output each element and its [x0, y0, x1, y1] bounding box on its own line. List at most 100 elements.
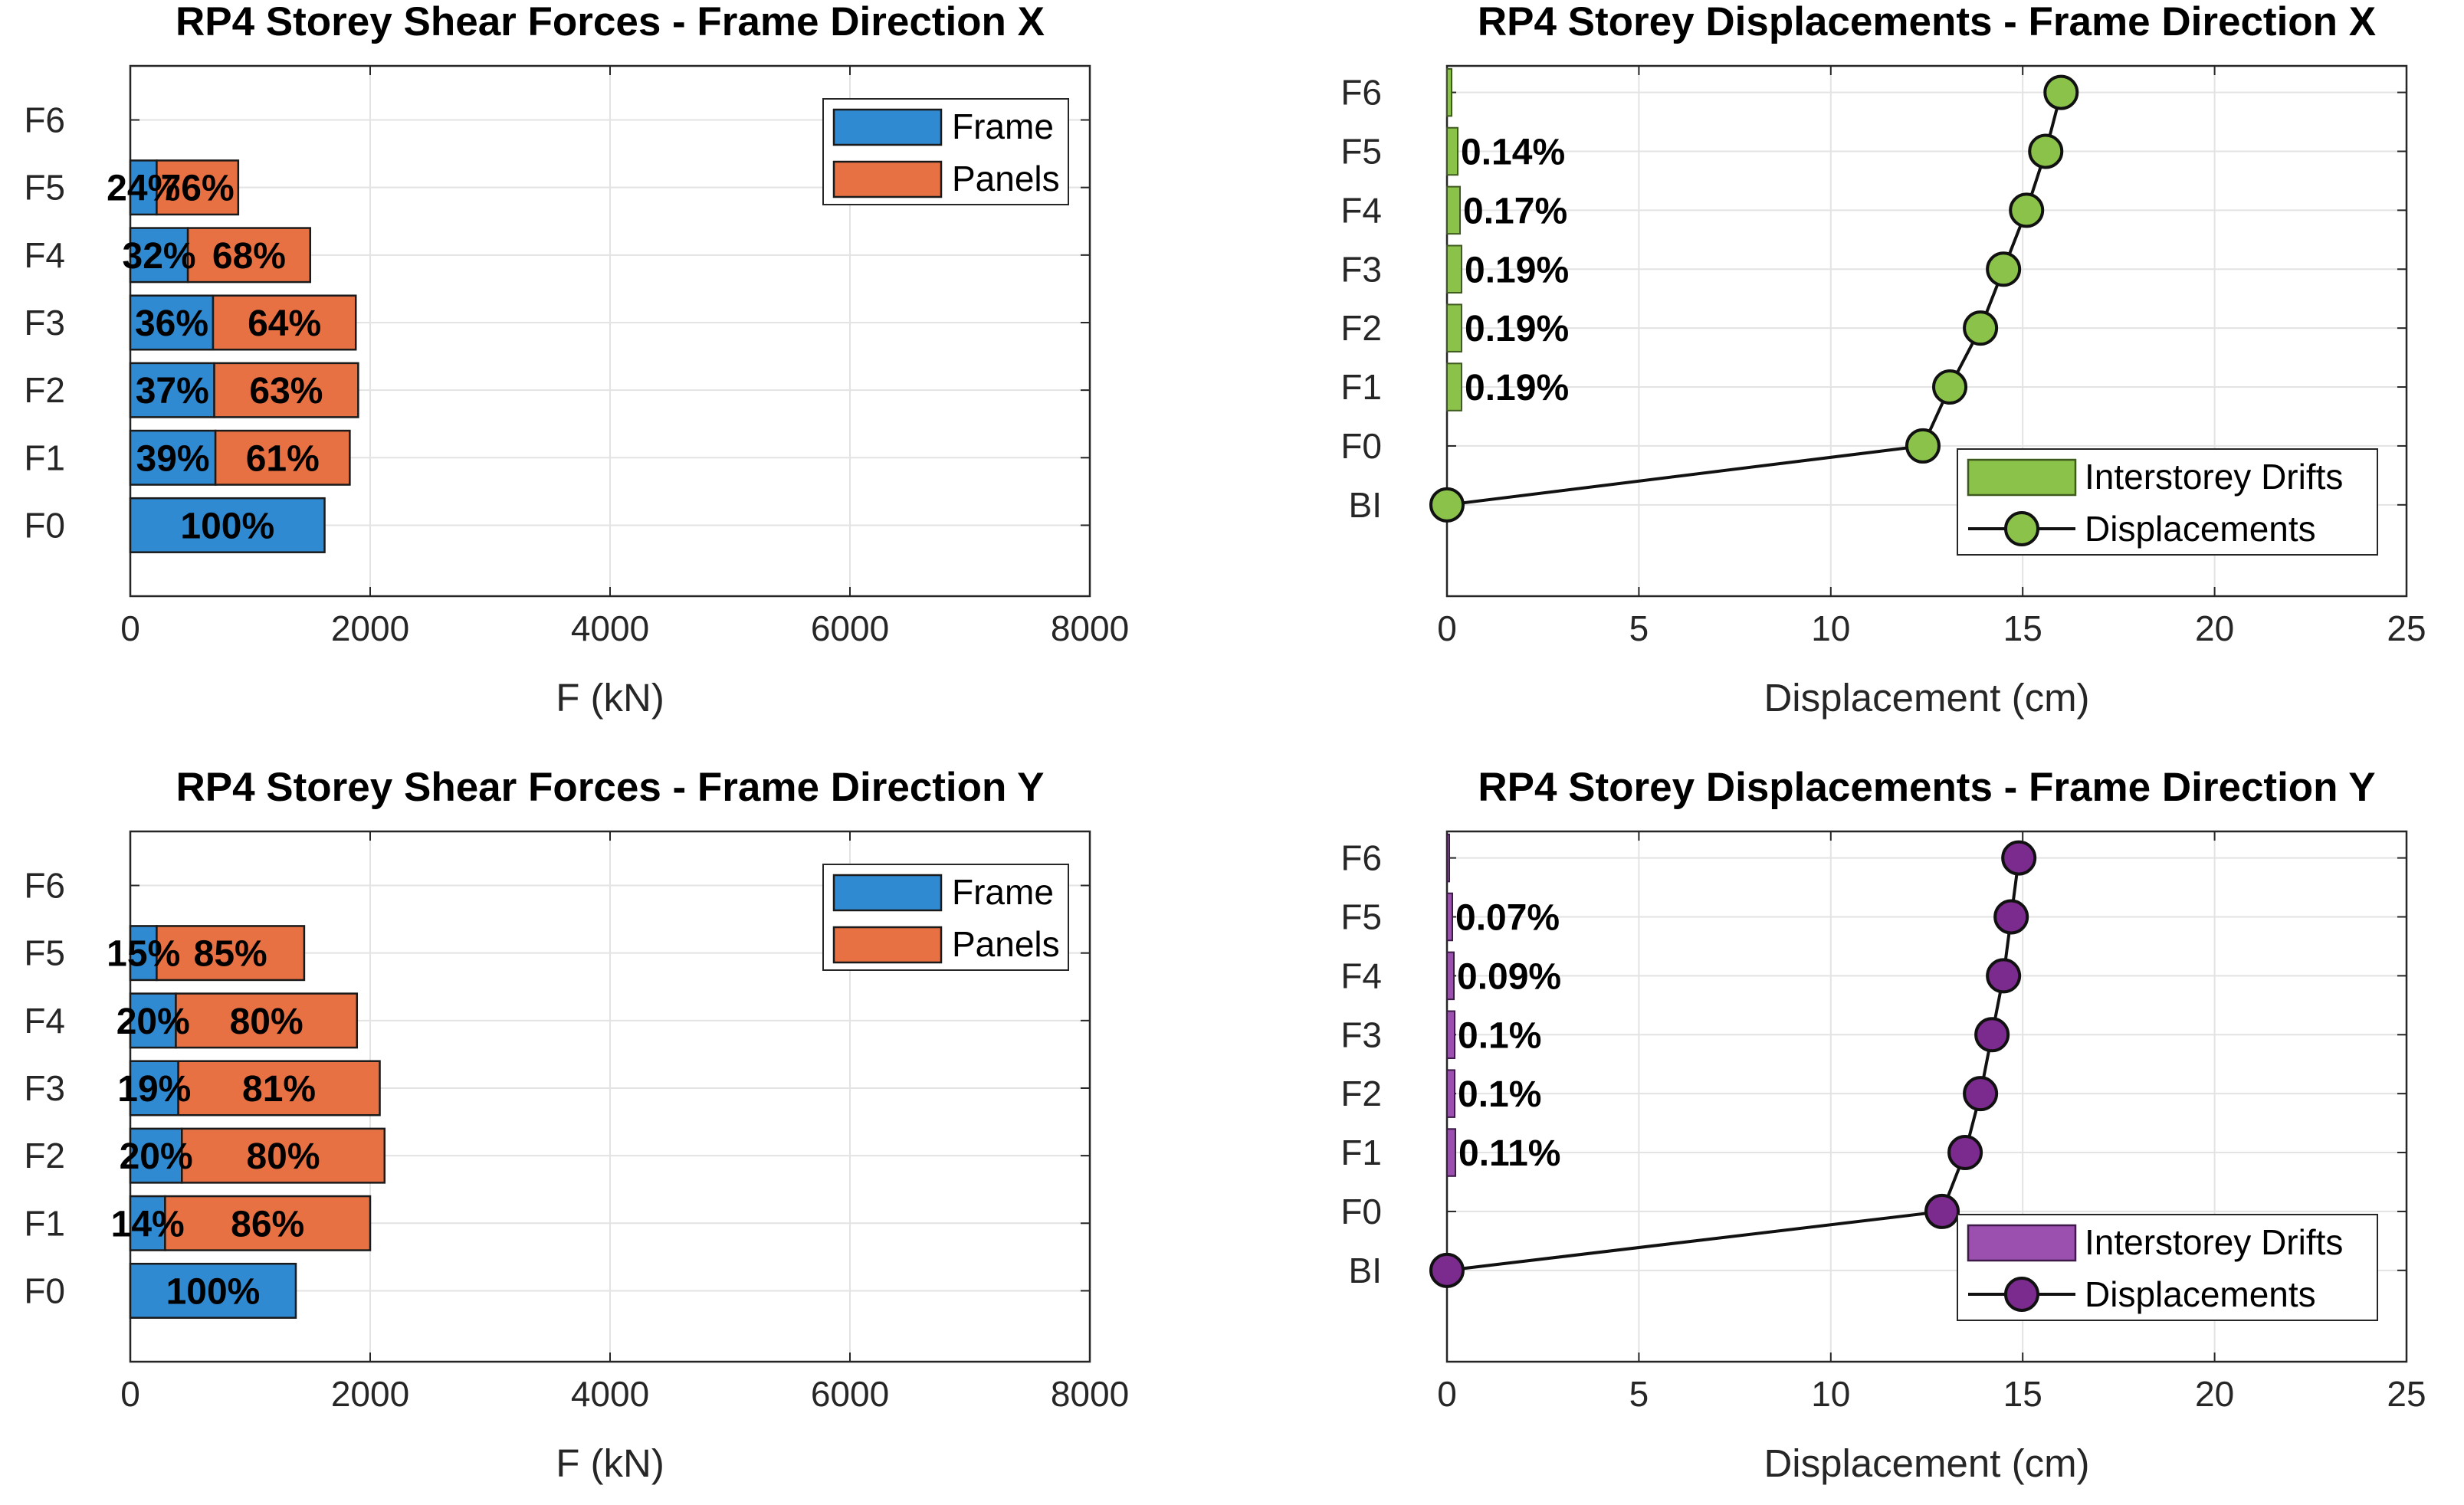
displacement-marker	[1986, 958, 2022, 994]
bar-panels	[156, 159, 240, 216]
bar-panels	[186, 227, 311, 284]
legend-entry: Panels	[952, 924, 1060, 964]
x-tick-label: 5	[1629, 608, 1649, 648]
data-label: 80%	[230, 1002, 303, 1042]
y-tick-label: F6	[1340, 838, 1382, 878]
displacement-marker	[1932, 369, 1968, 405]
x-tick-label: 2000	[331, 1374, 409, 1414]
legend-entry: Frame	[952, 872, 1054, 912]
displacement-marker	[2001, 840, 2037, 876]
y-tick-label: F5	[1340, 897, 1382, 936]
y-tick-label: F3	[1340, 249, 1382, 289]
data-label: 63%	[249, 371, 323, 411]
drift-bar	[1446, 185, 1462, 235]
y-tick-label: F4	[24, 235, 65, 275]
drift-bar	[1446, 67, 1453, 117]
drift-label: 0.09%	[1457, 956, 1561, 997]
bar-frame	[129, 227, 189, 284]
drift-bar	[1446, 303, 1463, 352]
bar-frame	[129, 925, 158, 982]
x-tick-label: 8000	[1051, 1374, 1129, 1414]
y-tick-label: F1	[1340, 367, 1382, 407]
x-tick-label: 6000	[811, 1374, 889, 1414]
data-label: 86%	[231, 1204, 304, 1244]
y-tick-label: F0	[24, 505, 65, 545]
data-label: 15%	[107, 934, 180, 975]
bar-frame	[129, 1127, 183, 1184]
x-tick-label: 0	[120, 608, 140, 648]
drift-bar	[1446, 126, 1459, 176]
data-label: 100%	[180, 506, 274, 546]
y-tick-label: F2	[1340, 1074, 1382, 1113]
y-tick-label: F6	[24, 100, 65, 140]
y-tick-label: F6	[24, 866, 65, 906]
displacement-marker	[1963, 310, 1999, 346]
x-tick-label: 20	[2195, 608, 2234, 648]
drift-label: 0.1%	[1458, 1074, 1541, 1115]
bar-panels	[212, 294, 357, 351]
displacement-marker	[1905, 428, 1941, 464]
x-tick-label: 8000	[1051, 608, 1129, 648]
displacement-marker	[2028, 133, 2064, 169]
data-label: 64%	[248, 303, 321, 344]
drift-label: 0.14%	[1461, 132, 1565, 172]
y-tick-label: F1	[1340, 1133, 1382, 1172]
bar-panels	[156, 925, 306, 982]
data-label: 14%	[111, 1204, 185, 1244]
displacement-marker	[2009, 192, 2045, 228]
bar-frame	[129, 1060, 179, 1116]
displacement-marker	[1993, 899, 2029, 935]
chart-disp-y: 0 5 10 15 20 25 F6 F5 F4 F3 F2 F1 F0 BI RP4 Storey Dis…	[1340, 765, 2426, 1485]
y-tick-label: F5	[24, 168, 65, 208]
drift-bar	[1446, 244, 1463, 294]
x-tick-label: 0	[120, 1374, 140, 1414]
bar-panels	[213, 362, 359, 418]
data-label: 36%	[135, 303, 208, 344]
x-tick-label: 0	[1437, 1374, 1457, 1414]
x-axis-label: Displacement (cm)	[1764, 676, 2089, 720]
legend-swatch	[832, 160, 943, 198]
chart-title: RP4 Storey Shear Forces - Frame Directio…	[176, 765, 1044, 810]
bar-panels	[177, 1060, 381, 1116]
drift-label: 0.11%	[1458, 1133, 1560, 1174]
drift-bar	[1446, 951, 1455, 1001]
x-axis-label: F (kN)	[556, 676, 664, 720]
data-label: 68%	[212, 236, 286, 277]
legend-swatch	[832, 926, 943, 964]
drift-bar	[1446, 892, 1454, 942]
data-label: 24%	[107, 169, 180, 209]
legend-entry: Interstorey Drifts	[2085, 1222, 2343, 1262]
data-label: 61%	[246, 438, 320, 479]
chart-title: RP4 Storey Displacements - Frame Directi…	[1478, 0, 2376, 44]
data-label: 37%	[136, 371, 209, 411]
drift-bar	[1446, 362, 1463, 411]
y-tick-label: F3	[24, 303, 65, 343]
drift-label: 0.07%	[1455, 897, 1560, 938]
data-label: 80%	[246, 1136, 320, 1177]
legend-entry: Displacements	[2085, 509, 2316, 549]
drift-bar	[1446, 1010, 1456, 1060]
bar-frame	[129, 1195, 166, 1251]
x-tick-label: 10	[1811, 1374, 1850, 1414]
displacement-marker	[1986, 251, 2022, 287]
y-tick-label: F0	[24, 1271, 65, 1310]
chart-shear-x: 0 2000 4000 6000 8000 F6 F5 F4 F3 F2 F1 F0 RP4 Store…	[24, 0, 1129, 720]
y-tick-label: BI	[1349, 1251, 1382, 1290]
bar-panels	[214, 429, 351, 486]
chart-title: RP4 Storey Shear Forces - Frame Directio…	[176, 0, 1045, 44]
data-label: 19%	[117, 1069, 191, 1110]
drift-label: 0.1%	[1458, 1015, 1541, 1056]
y-tick-label: F5	[1340, 131, 1382, 171]
bar-panels	[175, 992, 359, 1049]
data-label: 100%	[166, 1271, 261, 1312]
data-label: 81%	[242, 1069, 316, 1110]
x-tick-label: 25	[2387, 1374, 2426, 1414]
y-tick-label: F4	[1340, 956, 1382, 995]
y-tick-label: F2	[1340, 308, 1382, 348]
drift-bar	[1446, 833, 1451, 883]
legend-entry: Displacements	[2085, 1274, 2316, 1314]
x-tick-label: 15	[2003, 1374, 2042, 1414]
legend-marker	[2004, 511, 2039, 546]
x-tick-label: 20	[2195, 1374, 2234, 1414]
